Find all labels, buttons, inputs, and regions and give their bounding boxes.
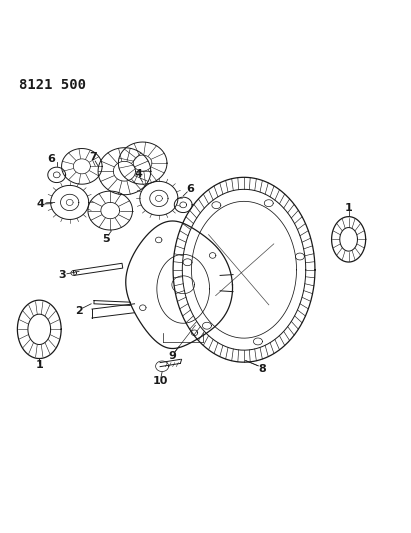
Text: 4: 4 — [37, 199, 44, 209]
Text: 4: 4 — [135, 169, 143, 179]
Text: 1: 1 — [35, 360, 43, 370]
Text: 5: 5 — [102, 233, 110, 244]
Text: 9: 9 — [169, 351, 176, 361]
Text: 2: 2 — [75, 306, 83, 316]
Text: 7: 7 — [89, 152, 97, 163]
Text: 8: 8 — [259, 364, 266, 374]
Text: 10: 10 — [152, 376, 168, 386]
Text: 1: 1 — [345, 203, 353, 213]
Text: 6: 6 — [48, 154, 55, 164]
Text: 3: 3 — [58, 270, 66, 280]
Text: 6: 6 — [186, 184, 194, 194]
Text: 8121 500: 8121 500 — [19, 78, 86, 92]
